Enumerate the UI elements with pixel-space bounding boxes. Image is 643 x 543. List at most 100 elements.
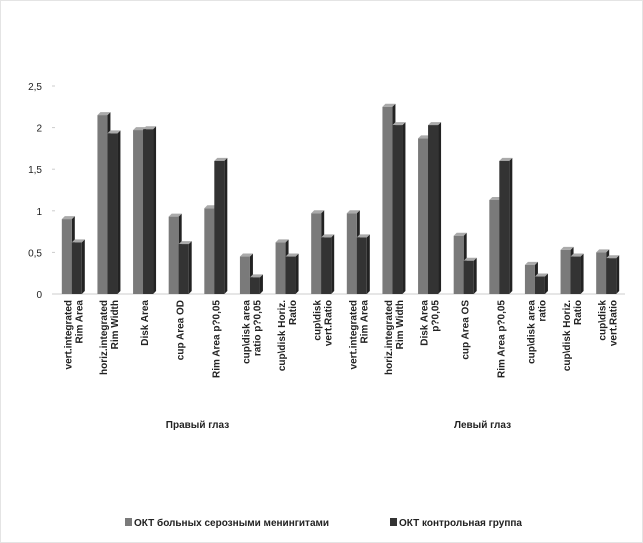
bar-top <box>428 122 442 126</box>
bar-side <box>580 253 584 294</box>
bar-top <box>392 122 406 126</box>
bar-top <box>214 157 228 161</box>
bar <box>382 106 393 294</box>
bar <box>143 129 154 294</box>
bar <box>453 235 464 294</box>
bar <box>570 256 581 294</box>
bar <box>71 242 82 294</box>
y-tick-label: 0 <box>36 290 42 301</box>
bar-side <box>153 126 157 294</box>
bar-side <box>295 253 299 294</box>
x-tick-label: Ratio <box>288 300 299 325</box>
bar-top <box>596 249 610 253</box>
bar-top <box>168 213 182 217</box>
bar-top <box>356 234 370 238</box>
x-tick-label: Disk Area <box>420 300 431 346</box>
bar-side <box>402 122 406 294</box>
bar <box>463 260 474 294</box>
y-tick-label: 0,5 <box>28 248 42 259</box>
bar <box>392 125 403 294</box>
bar-top <box>321 234 335 238</box>
bar <box>560 249 571 294</box>
x-tick-label: vert.integrated <box>63 300 74 369</box>
x-tick-label: Rim Area <box>359 300 370 344</box>
bar-top <box>178 241 192 245</box>
bar-top <box>346 210 360 214</box>
bar-top <box>275 239 289 243</box>
bar <box>168 216 179 294</box>
bar-side <box>509 157 513 294</box>
bar <box>214 160 225 294</box>
bar-side <box>81 239 85 294</box>
bar-top <box>606 255 620 259</box>
bar-top <box>418 135 432 139</box>
bar <box>249 277 260 294</box>
bar-side <box>544 273 548 294</box>
bar <box>97 115 108 295</box>
bar-side <box>366 234 370 294</box>
group-label: Правый глаз <box>166 420 229 431</box>
bar-top <box>499 157 513 161</box>
bar <box>418 138 429 294</box>
x-tick-label: cup\disk area <box>526 300 537 364</box>
bar <box>534 276 545 294</box>
bar <box>524 264 535 294</box>
x-tick-label: vert.Ratio <box>609 300 620 346</box>
x-tick-label: Disk Area <box>140 300 151 346</box>
x-tick-label: Rim Width <box>395 300 406 349</box>
x-tick-label: vert.integrated <box>348 300 359 369</box>
x-tick-label: vert.Ratio <box>324 300 335 346</box>
bar-top <box>560 246 574 250</box>
x-tick-label: cup\disk Horiz. <box>277 300 288 371</box>
bar <box>311 213 322 294</box>
y-tick-label: 2 <box>36 124 42 135</box>
bar <box>61 219 72 294</box>
x-tick-label: ratio p?0,05 <box>252 300 263 357</box>
bar <box>346 213 357 294</box>
bar-top <box>382 103 396 107</box>
y-tick-label: 2,5 <box>28 82 42 93</box>
bar-top <box>133 127 147 131</box>
x-tick-label: horiz.integrated <box>99 300 110 375</box>
bar-top <box>489 196 503 200</box>
bar-side <box>473 257 477 294</box>
y-tick-label: 1,5 <box>28 165 42 176</box>
bar <box>178 244 189 294</box>
bar-side <box>224 157 228 294</box>
x-tick-label: p?0,05 <box>431 300 442 332</box>
x-tick-label: Rim Width <box>110 300 121 349</box>
bar-top <box>249 274 263 278</box>
x-tick-label: cup\disk area <box>241 300 252 364</box>
y-tick-label: 1 <box>36 207 42 218</box>
bar <box>285 256 296 294</box>
bar-top <box>239 253 253 257</box>
x-tick-label: Ratio <box>573 300 584 325</box>
bar-side <box>188 241 192 294</box>
x-tick-label: Rim Area p?0,05 <box>211 300 222 378</box>
legend-swatch <box>125 518 132 526</box>
bar <box>428 125 439 294</box>
bar <box>606 258 617 294</box>
x-tick-label: horiz.integrated <box>384 300 395 375</box>
bar-top <box>453 232 467 236</box>
bar-top <box>97 112 111 116</box>
bar-top <box>61 216 75 220</box>
bar <box>275 242 286 294</box>
bar-side <box>438 122 442 294</box>
x-tick-label: cup Area OS <box>461 300 472 360</box>
bar-top <box>204 205 218 209</box>
bar <box>239 256 250 294</box>
bar <box>321 237 332 294</box>
bar-top <box>71 239 85 243</box>
bar-top <box>463 257 477 261</box>
x-tick-label: cup Area OD <box>176 300 187 360</box>
x-tick-label: cup\disk Horiz. <box>562 300 573 371</box>
bar <box>499 160 510 294</box>
bar-side <box>117 130 121 294</box>
bar-side <box>331 234 335 294</box>
bar <box>489 199 500 294</box>
bar <box>204 208 215 294</box>
x-tick-label: cup\disk <box>313 300 324 341</box>
bar-top <box>311 210 325 214</box>
